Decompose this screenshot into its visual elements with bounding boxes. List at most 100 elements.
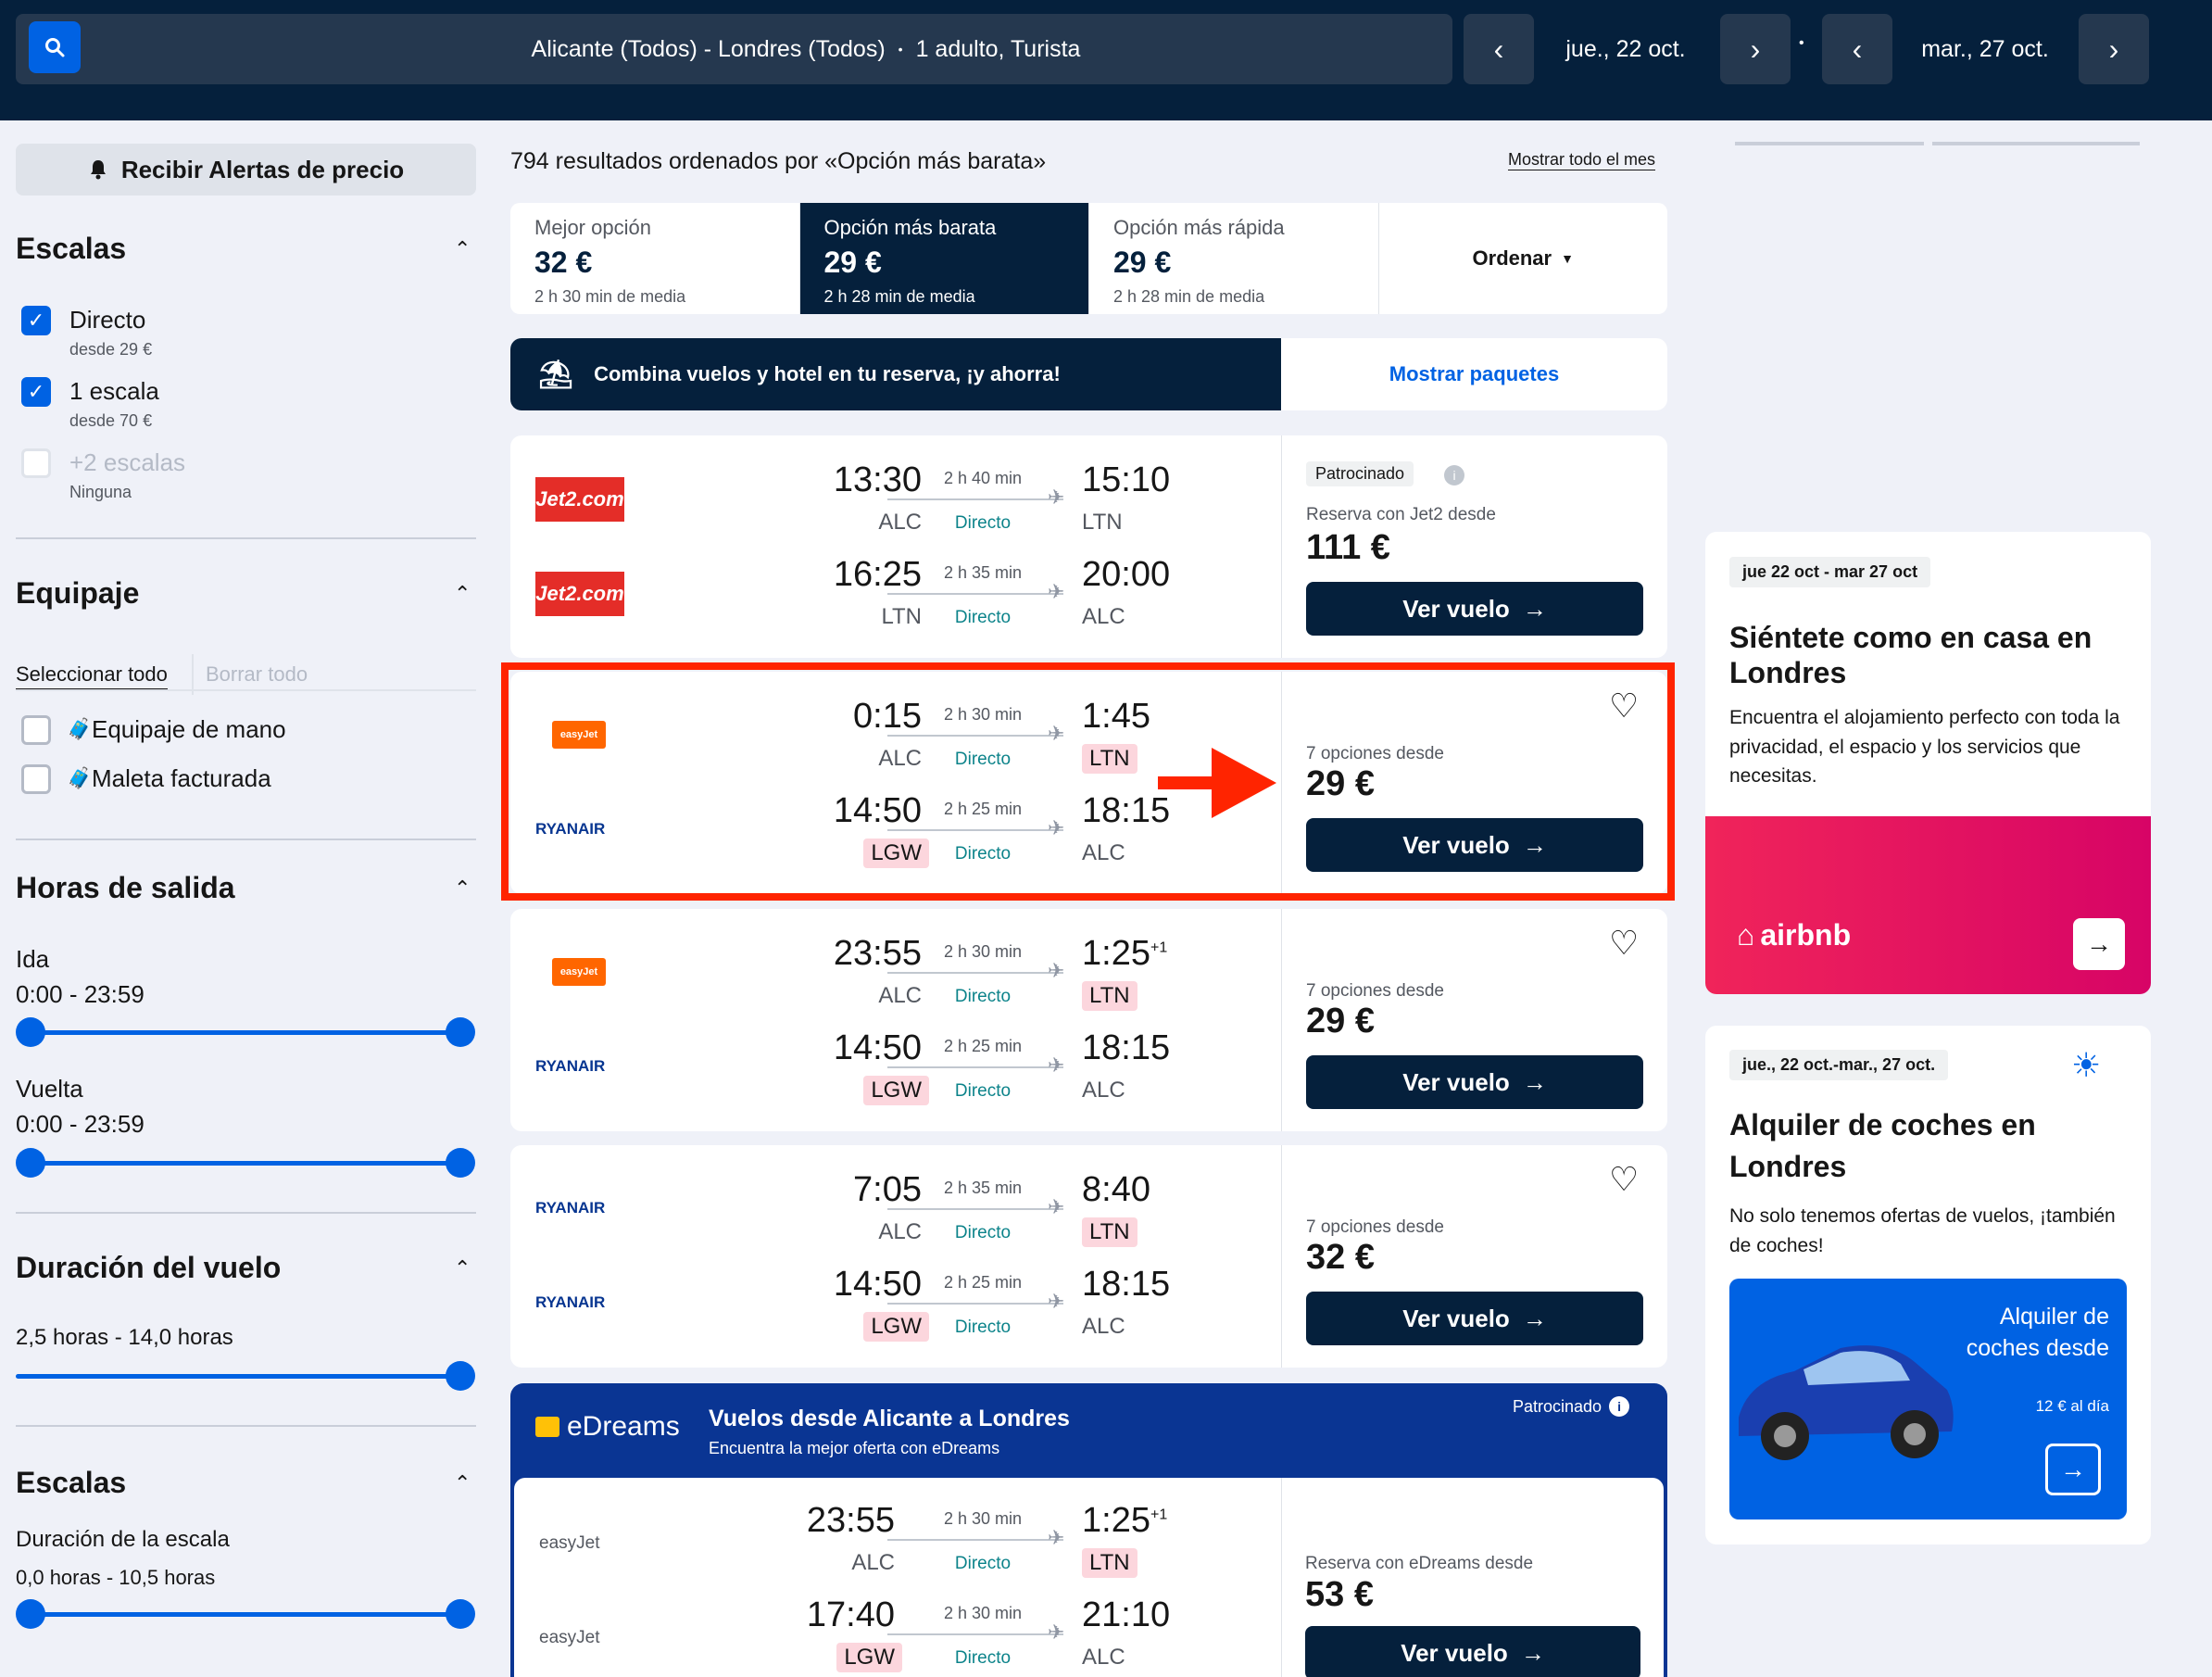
stops-direct-label: Directo xyxy=(69,306,146,334)
sponsored-label: Patrocinado i xyxy=(1513,1396,1630,1417)
clear-all-link[interactable]: Borrar todo xyxy=(206,662,308,686)
edreams-dots-icon xyxy=(535,1417,559,1437)
direct-label: Directo xyxy=(954,987,1012,1006)
stops-direct-checkbox[interactable]: ✓ xyxy=(21,306,51,335)
cabin-bag-checkbox[interactable] xyxy=(21,715,51,745)
price-alert-button[interactable]: Recibir Alertas de precio xyxy=(16,144,476,195)
arrive-code: LTN xyxy=(1082,1548,1137,1578)
chevron-up-icon[interactable]: ⌃ xyxy=(454,582,471,605)
return-slider-max-handle[interactable] xyxy=(446,1148,475,1178)
layover-label: Duración de la escala xyxy=(16,1527,230,1552)
arrow-right-icon[interactable]: → xyxy=(2045,1444,2101,1495)
info-icon[interactable]: i xyxy=(1609,1396,1630,1417)
layover-slider-max-handle[interactable] xyxy=(446,1599,475,1629)
car-rental-ad[interactable]: jue., 22 oct.-mar., 27 oct. ☀ Alquiler d… xyxy=(1705,1026,2151,1545)
arrive-time: 1:25+1 xyxy=(1082,934,1167,974)
stops-one-checkbox[interactable]: ✓ xyxy=(21,377,51,407)
outbound-time-slider[interactable] xyxy=(31,1030,459,1035)
select-all-link[interactable]: Seleccionar todo xyxy=(16,662,168,690)
arrive-code: ALC xyxy=(1082,840,1125,865)
layover-range: 0,0 horas - 10,5 horas xyxy=(16,1566,216,1589)
show-month-link[interactable]: Mostrar todo el mes xyxy=(1508,150,1656,170)
tab-fastest[interactable]: Opción más rápida 29 € 2 h 28 min de med… xyxy=(1089,203,1379,314)
divider xyxy=(16,1212,476,1214)
plane-icon: ✈ xyxy=(1048,1290,1065,1313)
outbound-slider-min-handle[interactable] xyxy=(16,1017,45,1047)
chevron-up-icon[interactable]: ⌃ xyxy=(454,1471,471,1494)
search-button[interactable] xyxy=(29,21,81,73)
airbnb-title: Siéntete como en casa en Londres xyxy=(1729,621,2093,690)
depart-code: LGW xyxy=(836,1643,902,1672)
tab-cheapest-price: 29 € xyxy=(823,246,882,279)
chevron-up-icon[interactable]: ⌃ xyxy=(454,237,471,260)
arrive-time: 20:00 xyxy=(1082,555,1171,594)
route-text: Alicante (Todos) - Londres (Todos) xyxy=(531,35,886,62)
edreams-title: Vuelos desde Alicante a Londres xyxy=(709,1406,1070,1431)
return-next-button[interactable]: › xyxy=(2079,14,2149,84)
chevron-up-icon[interactable]: ⌃ xyxy=(454,876,471,900)
edreams-flight-card[interactable]: easyJet 23:55 ALC 2 h 30 min ✈ Directo 1… xyxy=(514,1478,1664,1677)
view-flight-button[interactable]: Ver vuelo → xyxy=(1306,1055,1643,1109)
view-flight-label: Ver vuelo xyxy=(1402,1304,1510,1332)
arrow-right-icon[interactable]: → xyxy=(2073,918,2125,970)
checked-bag-checkbox[interactable] xyxy=(21,764,51,794)
return-time-slider[interactable] xyxy=(31,1161,459,1166)
show-packages-link[interactable]: Mostrar paquetes xyxy=(1389,362,1560,385)
search-route[interactable]: Alicante (Todos) - Londres (Todos) • 1 a… xyxy=(296,14,1315,84)
depart-next-button[interactable]: › xyxy=(1720,14,1791,84)
tab-best[interactable]: Mejor opción 32 € 2 h 30 min de media xyxy=(510,203,800,314)
depart-code: LGW xyxy=(863,1312,929,1342)
depart-date[interactable]: jue., 22 oct. xyxy=(1565,35,1686,62)
stops-two-label: +2 escalas xyxy=(69,448,186,476)
airline-logo-easyjet: easyJet xyxy=(552,958,606,986)
tab-cheapest[interactable]: Opción más barata 29 € 2 h 28 min de med… xyxy=(799,203,1089,314)
flight-line xyxy=(887,593,1063,595)
tab-best-duration: 2 h 30 min de media xyxy=(534,287,686,306)
airline-logo-ryanair: RYANAIR xyxy=(535,820,606,838)
heart-icon[interactable]: ♡ xyxy=(1609,924,1640,962)
check-icon: ✓ xyxy=(27,309,45,332)
view-flight-button[interactable]: Ver vuelo → xyxy=(1305,1626,1640,1677)
view-flight-button[interactable]: Ver vuelo → xyxy=(1306,818,1643,872)
sort-dropdown[interactable]: Ordenar ▼ xyxy=(1379,203,1668,314)
duration-slider[interactable] xyxy=(16,1374,459,1379)
divider xyxy=(16,689,476,691)
edreams-ad[interactable]: eDreams Vuelos desde Alicante a Londres … xyxy=(510,1383,1667,1677)
duration-slider-handle[interactable] xyxy=(446,1361,475,1391)
view-flight-button[interactable]: Ver vuelo → xyxy=(1306,582,1643,636)
sort-label: Ordenar xyxy=(1472,246,1552,270)
return-slider-min-handle[interactable] xyxy=(16,1148,45,1178)
package-text: Combina vuelos y hotel en tu reserva, ¡y… xyxy=(594,362,1061,385)
depart-time: 16:25 xyxy=(833,555,922,594)
arrive-code: ALC xyxy=(1082,1314,1125,1339)
ad-placeholder-line xyxy=(1932,142,2140,145)
flight-card[interactable]: easyJet 23:55 ALC 2 h 30 min ✈ Directo 1… xyxy=(510,909,1667,1131)
info-icon[interactable]: i xyxy=(1444,465,1464,485)
flight-duration: 2 h 30 min xyxy=(943,1604,1023,1622)
direct-label: Directo xyxy=(954,844,1012,864)
caret-down-icon: ▼ xyxy=(1561,251,1574,266)
heart-icon[interactable]: ♡ xyxy=(1609,687,1640,725)
search-summary-bar[interactable] xyxy=(16,14,1452,84)
flight-card[interactable]: easyJet 0:15 ALC 2 h 30 min ✈ Directo 1:… xyxy=(510,672,1667,894)
airline-name: easyJet xyxy=(539,1628,600,1647)
airbnb-mark-icon: ⌂ xyxy=(1737,918,1755,952)
stops-two-checkbox[interactable] xyxy=(21,448,51,478)
return-date[interactable]: mar., 27 oct. xyxy=(1921,35,2049,62)
layover-slider[interactable] xyxy=(31,1612,459,1617)
airbnb-ad[interactable]: jue 22 oct - mar 27 oct Siéntete como en… xyxy=(1705,532,2151,994)
stops-two-price: Ninguna xyxy=(69,483,132,501)
depart-prev-button[interactable]: ‹ xyxy=(1464,14,1534,84)
arrive-time: 18:15 xyxy=(1082,791,1171,830)
layover-slider-min-handle[interactable] xyxy=(16,1599,45,1629)
arrive-time-value: 1:25 xyxy=(1082,934,1150,973)
flight-card[interactable]: Jet2.com 13:30 ALC 2 h 40 min ✈ Directo … xyxy=(510,435,1667,658)
view-flight-button[interactable]: Ver vuelo → xyxy=(1306,1292,1643,1345)
arrow-right-icon: → xyxy=(1522,1067,1547,1096)
outbound-slider-max-handle[interactable] xyxy=(446,1017,475,1047)
heart-icon[interactable]: ♡ xyxy=(1609,1160,1640,1198)
chevron-up-icon[interactable]: ⌃ xyxy=(454,1256,471,1280)
return-prev-button[interactable]: ‹ xyxy=(1822,14,1892,84)
layover-title: Escalas xyxy=(16,1466,127,1499)
flight-card[interactable]: RYANAIR 7:05 ALC 2 h 35 min ✈ Directo 8:… xyxy=(510,1145,1667,1368)
